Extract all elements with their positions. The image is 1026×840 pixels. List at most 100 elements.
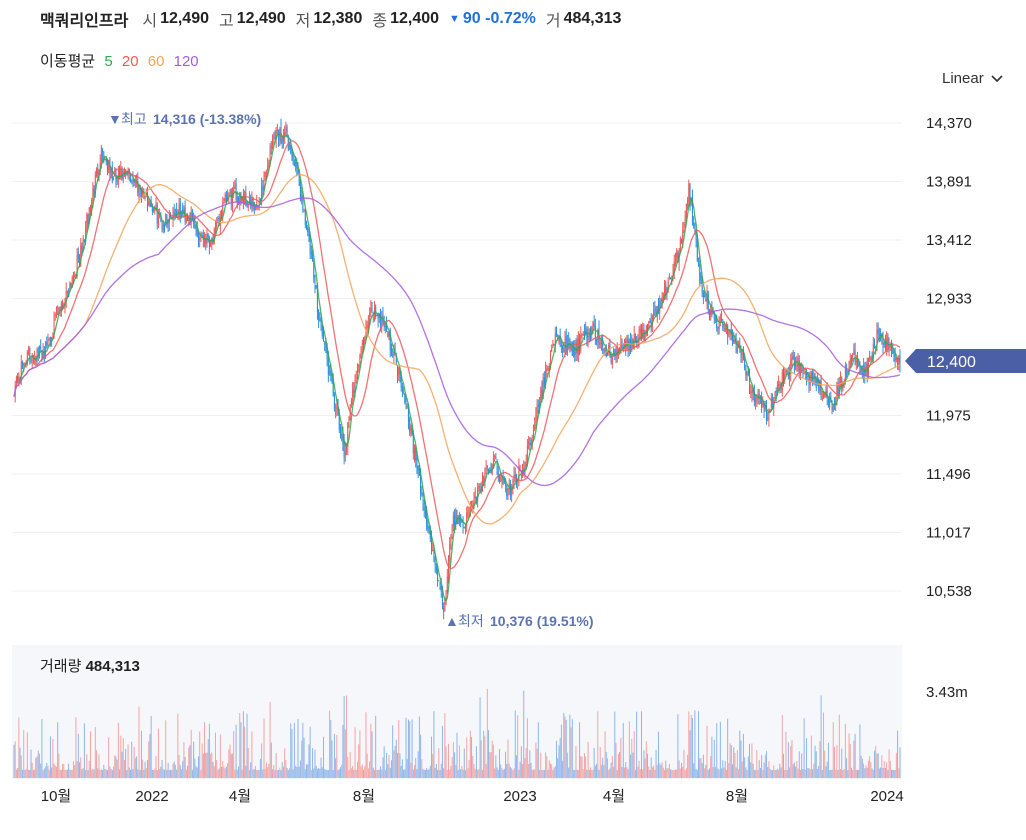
volume-bar bbox=[134, 758, 136, 778]
candle-body bbox=[222, 203, 224, 217]
volume-bar bbox=[818, 765, 820, 778]
candle-body bbox=[217, 217, 219, 220]
volume-bar bbox=[286, 767, 288, 778]
candle-body bbox=[640, 328, 642, 339]
candle-body bbox=[661, 298, 663, 303]
candle-body bbox=[275, 129, 277, 140]
volume-bar bbox=[581, 756, 583, 778]
moving-average-legend[interactable]: 이동평균 5 20 60 120 bbox=[40, 50, 204, 71]
candle-body bbox=[41, 350, 43, 360]
volume-bar bbox=[41, 718, 43, 778]
candle-body bbox=[492, 458, 494, 467]
volume-bar bbox=[455, 764, 457, 778]
volume-bar bbox=[725, 769, 727, 778]
volume-bar bbox=[310, 769, 312, 778]
candle-body bbox=[541, 388, 543, 398]
volume-bar bbox=[448, 743, 450, 778]
candle-body bbox=[528, 442, 530, 445]
candle-body bbox=[113, 177, 115, 180]
candle-body bbox=[303, 208, 305, 210]
volume-bar bbox=[309, 726, 311, 778]
candle-body bbox=[327, 358, 329, 375]
candle-body bbox=[466, 512, 468, 527]
volume-bar bbox=[404, 769, 406, 778]
candle-body bbox=[21, 362, 23, 367]
volume-bar bbox=[853, 740, 855, 778]
volume-bar bbox=[696, 769, 698, 778]
volume-bar bbox=[477, 769, 479, 778]
volume-bar bbox=[691, 718, 693, 778]
volume-bar bbox=[57, 722, 59, 778]
volume-bar bbox=[665, 760, 667, 778]
candle-body bbox=[565, 335, 567, 352]
volume-bar bbox=[707, 769, 709, 778]
candle-body bbox=[812, 372, 814, 381]
scale-selector[interactable]: Linear bbox=[942, 70, 1004, 87]
volume-bar bbox=[223, 766, 225, 778]
candle-body bbox=[505, 484, 507, 486]
candle-body bbox=[804, 371, 806, 374]
volume-bar bbox=[582, 769, 584, 778]
volume-bar bbox=[874, 750, 876, 778]
volume-bar bbox=[417, 751, 419, 778]
candle-body bbox=[723, 325, 725, 328]
volume-bar bbox=[833, 746, 835, 778]
volume-bar bbox=[512, 769, 514, 778]
volume-bar bbox=[744, 757, 746, 778]
candle-body bbox=[281, 137, 283, 143]
volume-bar bbox=[661, 762, 663, 778]
candle-body bbox=[478, 486, 480, 488]
volume-bar bbox=[706, 725, 708, 778]
candle-body bbox=[765, 405, 767, 417]
candle-body bbox=[424, 509, 426, 514]
candle-body bbox=[551, 348, 553, 352]
candle-body bbox=[593, 323, 595, 327]
volume-bar bbox=[562, 760, 564, 778]
volume-bar bbox=[542, 769, 544, 778]
volume-bar bbox=[779, 763, 781, 778]
candle-body bbox=[662, 292, 664, 301]
volume-bar bbox=[742, 734, 744, 778]
candle-body bbox=[539, 401, 541, 409]
volume-bar bbox=[154, 768, 156, 778]
candle-body bbox=[874, 344, 876, 347]
candle-body bbox=[438, 580, 440, 582]
candle-body bbox=[131, 180, 133, 182]
candle-body bbox=[681, 240, 683, 244]
volume-bar bbox=[210, 753, 212, 778]
candle-body bbox=[882, 334, 884, 346]
candle-body bbox=[861, 371, 863, 374]
candle-body bbox=[653, 310, 655, 317]
candle-body bbox=[420, 473, 422, 495]
change-indicator: ▼ 90 -0.72% bbox=[449, 10, 536, 28]
candle-body bbox=[53, 316, 55, 338]
volume-bar bbox=[188, 747, 190, 778]
volume-bar bbox=[200, 769, 202, 778]
candle-body bbox=[269, 147, 271, 163]
volume-bar bbox=[461, 766, 463, 778]
candle-body bbox=[719, 318, 721, 320]
candle-body bbox=[440, 585, 442, 592]
candle-body bbox=[309, 234, 311, 255]
candle-body bbox=[337, 407, 339, 414]
candle-body bbox=[647, 326, 649, 330]
ma-20-line bbox=[13, 140, 901, 570]
volume-bar bbox=[841, 748, 843, 778]
volume-bar bbox=[688, 711, 690, 778]
volume-bar bbox=[846, 758, 848, 778]
candle-body bbox=[776, 385, 778, 395]
volume-bar bbox=[335, 758, 337, 778]
volume-axis-label: 3.43m bbox=[926, 684, 968, 701]
volume-bar bbox=[369, 761, 371, 778]
volume-bar bbox=[569, 714, 571, 778]
volume-bar bbox=[262, 769, 264, 778]
volume-bar bbox=[690, 714, 692, 778]
candle-body bbox=[778, 383, 780, 387]
volume-bar bbox=[47, 765, 49, 778]
ma-120-line bbox=[13, 197, 901, 487]
volume-bar bbox=[736, 750, 738, 778]
volume-bar bbox=[303, 737, 305, 778]
candle-body bbox=[710, 310, 712, 316]
volume-bar bbox=[432, 753, 434, 778]
